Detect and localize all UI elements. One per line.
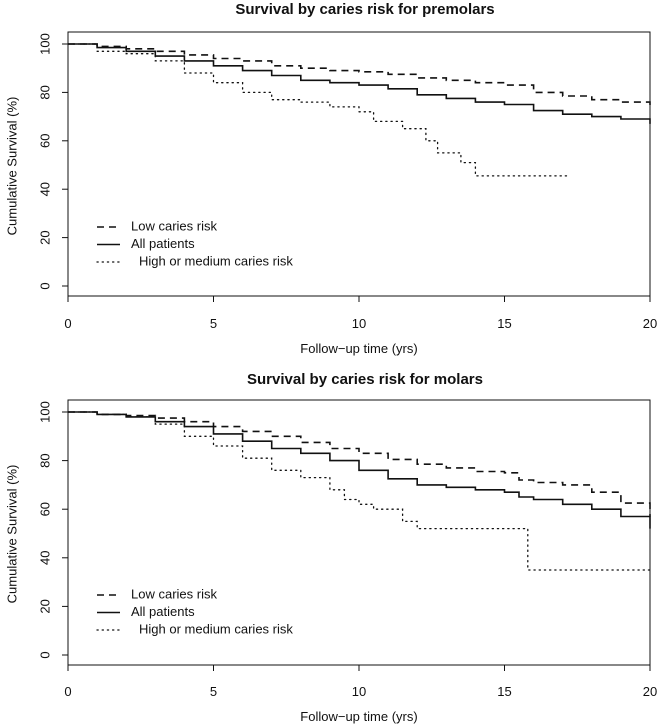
- y-tick-label: 0: [37, 282, 52, 289]
- x-tick-label: 0: [64, 684, 71, 699]
- chart-panel-1: Survival by caries risk for premolars 0 20…: [4, 1, 657, 356]
- y-tick-label: 100: [37, 401, 52, 423]
- series-line-solid: [68, 411, 651, 529]
- x-axis-label: Follow−up time (yrs): [300, 341, 417, 356]
- y-tick-label: 60: [37, 134, 52, 148]
- legend-label: Low caries risk: [131, 218, 217, 233]
- x-tick-label: 5: [210, 316, 217, 331]
- x-tick-label: 10: [352, 684, 366, 699]
- y-axis-label: Cumulative Survival (%): [4, 465, 19, 604]
- x-tick-label: 20: [643, 316, 657, 331]
- chart-title: Survival by caries risk for premolars: [235, 1, 494, 18]
- chart-title: Survival by caries risk for molars: [247, 371, 483, 388]
- y-axis-label: Cumulative Survival (%): [4, 97, 19, 236]
- legend-label: High or medium caries risk: [139, 253, 293, 268]
- legend-label: All patients: [131, 236, 195, 251]
- y-tick-label: 80: [37, 453, 52, 467]
- series-line-solid: [68, 43, 651, 124]
- y-tick-label: 40: [37, 551, 52, 565]
- y-tick-label: 40: [37, 182, 52, 196]
- legend-label: All patients: [131, 604, 195, 619]
- x-tick-label: 10: [352, 316, 366, 331]
- chart-panel-2: Survival by caries risk for molars 0 20 40 6…: [4, 371, 657, 724]
- x-tick-label: 0: [64, 316, 71, 331]
- series-line-dashed: [68, 411, 651, 517]
- y-tick-label: 80: [37, 85, 52, 99]
- legend-label: High or medium caries risk: [139, 621, 293, 636]
- y-tick-label: 20: [37, 599, 52, 613]
- y-tick-label: 100: [37, 33, 52, 55]
- series-line-dotted: [67, 43, 570, 177]
- x-axis-label: Follow−up time (yrs): [300, 709, 417, 724]
- legend-label: Low caries risk: [131, 586, 217, 601]
- x-tick-label: 15: [497, 684, 511, 699]
- y-tick-label: 60: [37, 502, 52, 516]
- x-tick-label: 5: [210, 684, 217, 699]
- x-tick-label: 15: [497, 316, 511, 331]
- series-line-dashed: [68, 43, 651, 107]
- series-line-dotted: [67, 411, 651, 571]
- y-tick-label: 20: [37, 230, 52, 244]
- x-tick-label: 20: [643, 684, 657, 699]
- y-tick-label: 0: [37, 651, 52, 658]
